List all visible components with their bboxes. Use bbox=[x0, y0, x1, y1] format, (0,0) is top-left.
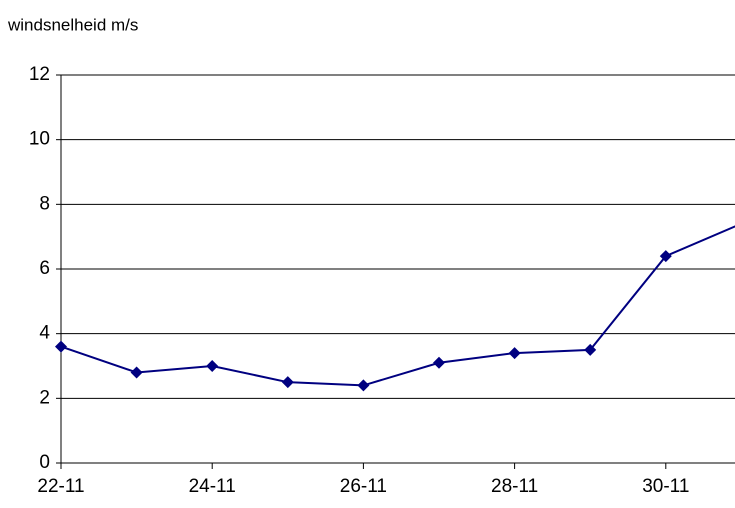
x-tick-label: 30-11 bbox=[642, 476, 689, 497]
marker bbox=[130, 366, 143, 379]
y-tick-label: 6 bbox=[39, 258, 50, 279]
marker bbox=[206, 360, 219, 372]
x-tick-label: 26-11 bbox=[340, 476, 387, 497]
line bbox=[60, 225, 735, 387]
x-tick-label: 24-11 bbox=[189, 476, 236, 497]
y-tick-label: 0 bbox=[39, 452, 50, 473]
y-tick-label: 4 bbox=[39, 323, 50, 344]
marker bbox=[55, 340, 67, 353]
y-tick-label: 10 bbox=[29, 129, 50, 150]
x-tick-label: 28-11 bbox=[491, 476, 538, 497]
marker bbox=[357, 379, 370, 392]
y-axis-title: windsnelheid m/s bbox=[7, 15, 138, 34]
y-tick-label: 8 bbox=[39, 193, 50, 214]
y-tick-label: 12 bbox=[29, 64, 50, 85]
y-tick-label: 2 bbox=[39, 387, 50, 408]
marker bbox=[433, 356, 445, 369]
marker bbox=[281, 376, 294, 389]
x-tick-label: 22-11 bbox=[37, 476, 84, 497]
marker bbox=[508, 347, 521, 360]
marker bbox=[659, 250, 672, 263]
marker bbox=[584, 343, 597, 356]
